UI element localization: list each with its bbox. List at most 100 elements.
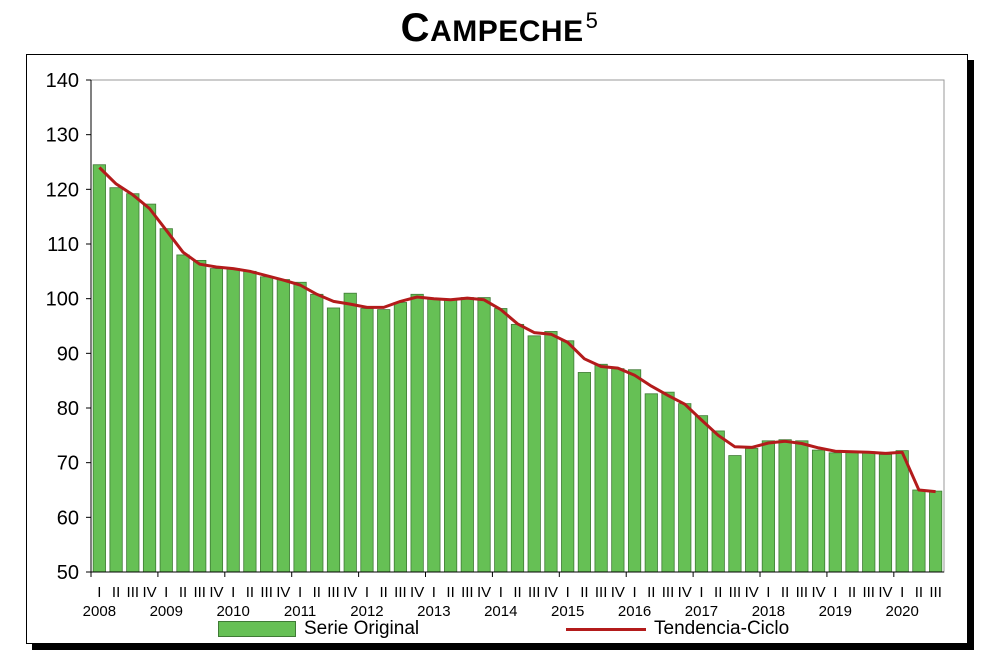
bar	[862, 451, 876, 573]
x-year-label: 2011	[284, 603, 316, 620]
legend-bar-swatch	[218, 621, 296, 637]
y-tick-label: 70	[57, 453, 79, 475]
x-quarter-label: III	[929, 584, 942, 601]
bar	[159, 228, 173, 573]
x-year-label: 2017	[685, 603, 718, 620]
bar	[326, 307, 341, 573]
bar	[828, 452, 842, 573]
legend-label-original: Serie Original	[304, 618, 420, 639]
y-tick-label: 50	[57, 562, 79, 584]
bar	[427, 298, 441, 573]
x-year-label: 2019	[819, 603, 852, 620]
x-year-label: 2008	[83, 603, 116, 620]
y-tick-label: 130	[46, 125, 79, 147]
x-year-label: 2009	[150, 603, 183, 620]
trend-line-series	[98, 166, 936, 494]
bar	[644, 393, 658, 573]
bar	[510, 323, 525, 573]
bar	[343, 292, 357, 573]
x-quarter-label: II	[446, 584, 454, 601]
x-quarter-label: II	[246, 584, 254, 601]
bar	[745, 448, 759, 573]
bar	[377, 309, 391, 573]
x-year-label: 2018	[752, 603, 785, 620]
x-quarter-label: I	[231, 584, 235, 601]
x-quarter-label: IV	[477, 584, 491, 601]
x-quarter-label: III	[662, 584, 675, 601]
y-tick-label: 80	[57, 398, 79, 420]
bar	[460, 297, 474, 573]
legend: Serie Original Tendencia-Ciclo	[0, 618, 999, 642]
title-text: CAMPECHE	[401, 6, 584, 50]
y-tick-label: 100	[46, 289, 79, 311]
bar	[527, 335, 541, 573]
x-quarter-label: III	[796, 584, 809, 601]
bar	[811, 449, 826, 573]
x-quarter-label: I	[164, 584, 168, 601]
y-tick-label: 60	[57, 507, 79, 529]
x-quarter-label: II	[380, 584, 388, 601]
x-year-label: 2010	[216, 603, 249, 620]
x-quarter-label: III	[528, 584, 541, 601]
x-quarter-label: III	[461, 584, 474, 601]
bar	[260, 276, 274, 573]
x-year-label: 2013	[417, 603, 450, 620]
x-quarter-label: IV	[811, 584, 825, 601]
y-tick-label: 140	[46, 70, 79, 92]
bar	[276, 279, 290, 573]
x-quarter-label: III	[729, 584, 742, 601]
chart-title: CAMPECHE5	[0, 6, 999, 51]
x-quarter-label: I	[833, 584, 837, 601]
bar	[293, 281, 307, 573]
bar	[209, 268, 224, 573]
x-quarter-label: IV	[678, 584, 692, 601]
x-quarter-label: I	[298, 584, 302, 601]
x-quarter-label: I	[699, 584, 703, 601]
legend-label-trend: Tendencia-Ciclo	[654, 618, 790, 639]
bar	[109, 187, 123, 573]
x-quarter-label: II	[313, 584, 321, 601]
x-quarter-label: II	[580, 584, 588, 601]
bar	[393, 302, 408, 573]
x-quarter-label: II	[848, 584, 856, 601]
x-quarter-label: I	[632, 584, 636, 601]
bar	[444, 299, 458, 573]
x-quarter-label: II	[781, 584, 789, 601]
x-quarter-label: III	[595, 584, 608, 601]
x-quarter-label: IV	[276, 584, 290, 601]
x-year-label: 2014	[484, 603, 517, 620]
bar	[711, 430, 725, 573]
x-year-label: 2015	[551, 603, 584, 620]
bar	[360, 308, 374, 573]
x-quarter-label: IV	[611, 584, 625, 601]
x-quarter-label: I	[900, 584, 904, 601]
x-quarter-label: IV	[878, 584, 892, 601]
x-year-label: 2016	[618, 603, 651, 620]
x-quarter-label: I	[766, 584, 770, 601]
bar	[193, 259, 207, 573]
bar	[577, 372, 591, 573]
bar	[477, 297, 491, 573]
bar	[929, 490, 943, 573]
title-initial: C	[400, 6, 431, 50]
x-quarter-label: III	[193, 584, 206, 601]
bar	[627, 369, 642, 573]
bar	[912, 489, 926, 573]
x-quarter-label: II	[714, 584, 722, 601]
x-quarter-label: II	[179, 584, 187, 601]
bar	[878, 454, 893, 573]
trend-line	[98, 166, 936, 494]
x-quarter-label: II	[915, 584, 923, 601]
x-quarter-label: II	[112, 584, 120, 601]
bar	[795, 440, 809, 573]
x-quarter-label: III	[327, 584, 340, 601]
bar	[761, 440, 775, 573]
x-quarter-label: IV	[544, 584, 558, 601]
x-quarter-label: I	[97, 584, 101, 601]
bar	[561, 340, 575, 573]
bar	[694, 415, 709, 573]
y-tick-label: 110	[47, 234, 79, 256]
bar	[728, 455, 742, 573]
bar	[678, 403, 692, 573]
